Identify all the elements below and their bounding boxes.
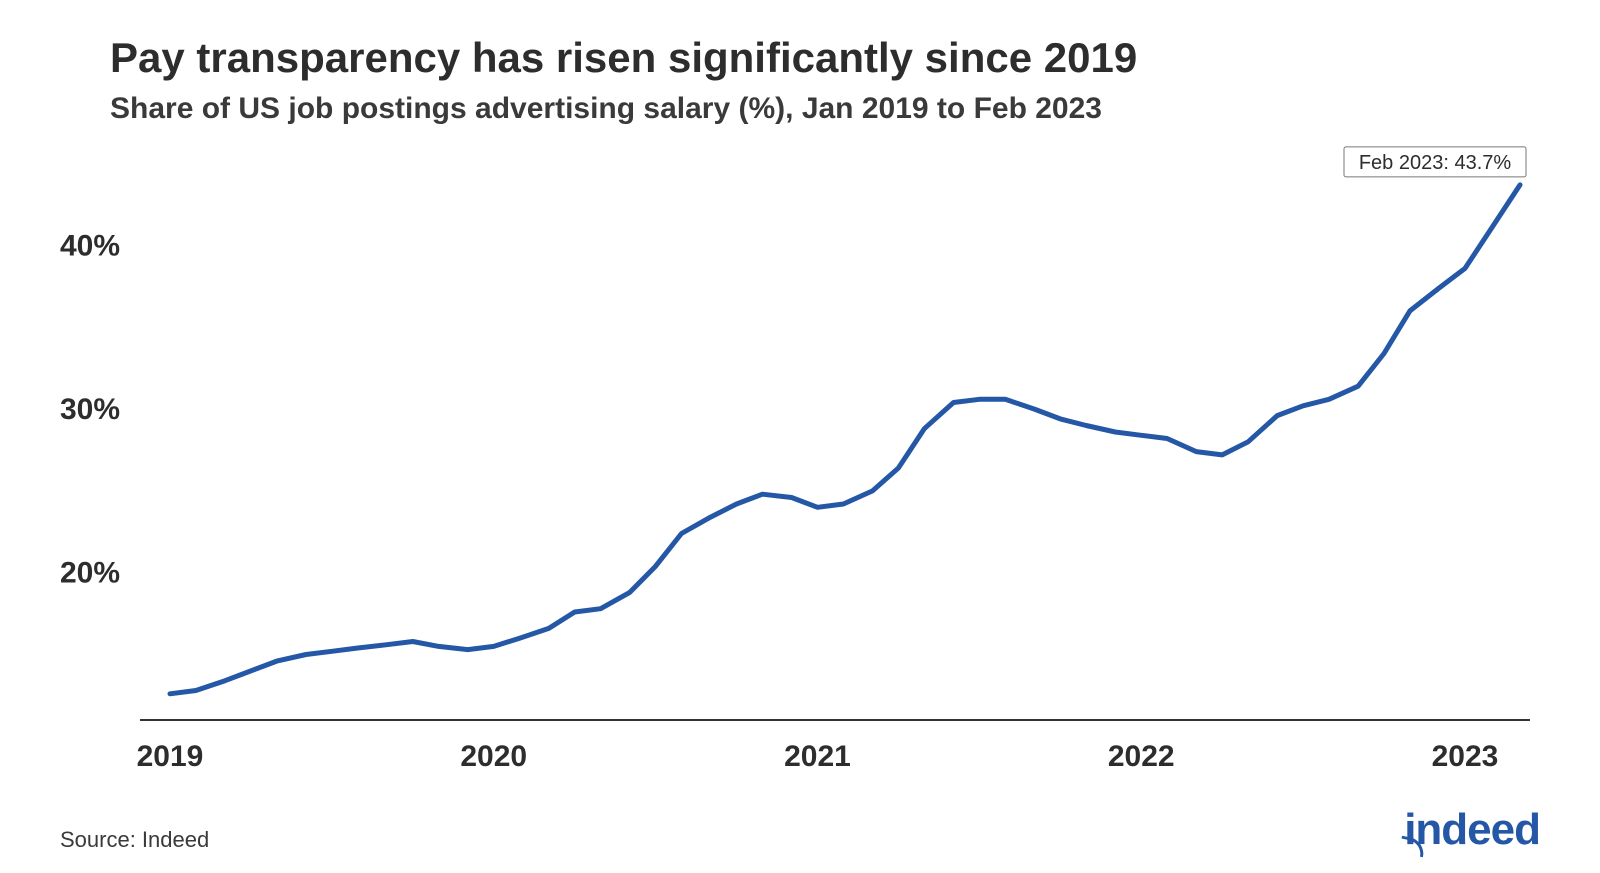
callout-label: Feb 2023: 43.7% — [1344, 147, 1526, 177]
svg-text:30%: 30% — [60, 393, 120, 426]
series-line — [170, 185, 1520, 694]
indeed-logo-text: indeed — [1404, 805, 1540, 854]
svg-text:2021: 2021 — [784, 740, 851, 773]
y-tick-label: 20% — [60, 557, 120, 590]
y-tick-label: 30% — [60, 393, 120, 426]
svg-text:40%: 40% — [60, 229, 120, 262]
source-label: Source: Indeed — [60, 827, 209, 853]
svg-text:2022: 2022 — [1108, 740, 1175, 773]
svg-text:Feb 2023: 43.7%: Feb 2023: 43.7% — [1359, 152, 1512, 174]
svg-text:20%: 20% — [60, 557, 120, 590]
x-tick-label: 2022 — [1108, 740, 1175, 773]
line-chart: 20% 30% 40% 2019 2020 2021 2022 2023 Feb 2023: 4… — [0, 0, 1600, 873]
indeed-logo: indeed — [1404, 805, 1540, 855]
x-tick-label: 2019 — [137, 740, 204, 773]
svg-text:2023: 2023 — [1432, 740, 1499, 773]
x-tick-label: 2020 — [460, 740, 527, 773]
y-tick-label: 40% — [60, 229, 120, 262]
svg-text:2019: 2019 — [137, 740, 204, 773]
x-tick-label: 2023 — [1432, 740, 1499, 773]
x-tick-label: 2021 — [784, 740, 851, 773]
svg-text:2020: 2020 — [460, 740, 527, 773]
chart-container: Pay transparency has risen significantly… — [0, 0, 1600, 873]
